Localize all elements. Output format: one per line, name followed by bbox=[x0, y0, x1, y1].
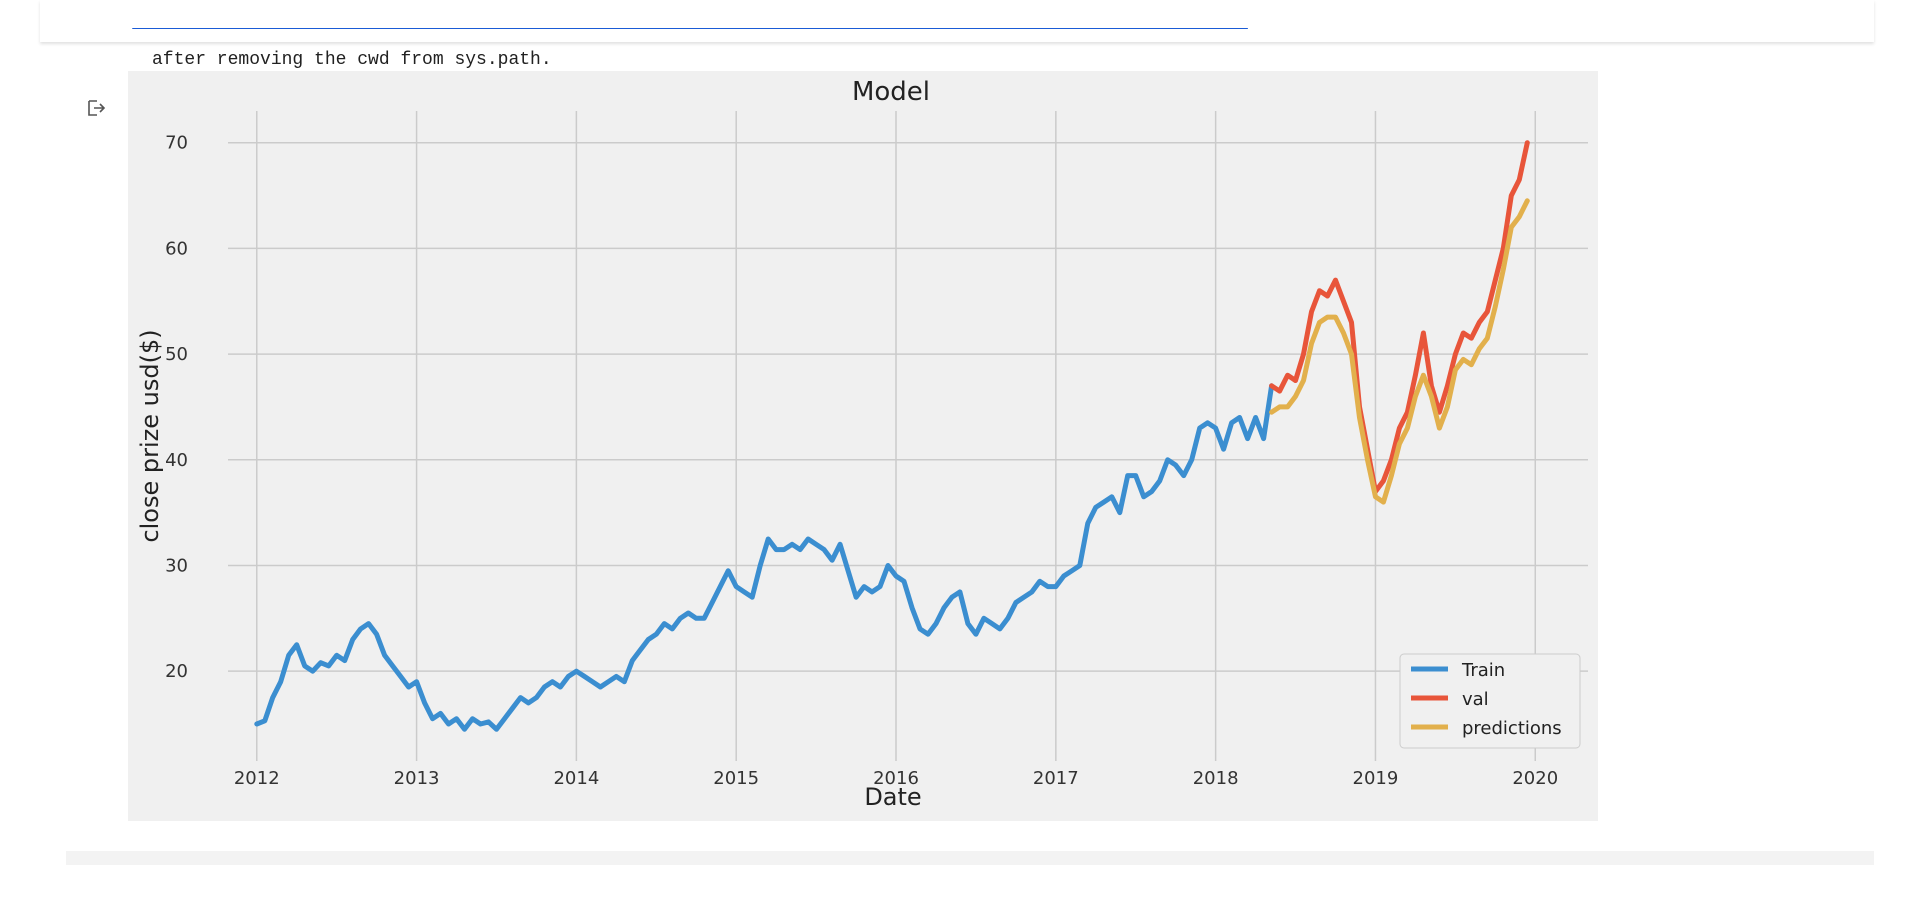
chart-title: Model bbox=[852, 77, 930, 107]
legend: Train val predictions bbox=[1399, 653, 1581, 749]
grid bbox=[228, 111, 1588, 761]
y-axis-label: close prize usd($) bbox=[136, 329, 164, 542]
y-tick-label: 40 bbox=[165, 450, 188, 471]
x-tick-labels: 2012 2013 2014 2015 2016 2017 2018 2019 2020 bbox=[234, 768, 1558, 789]
x-tick-label: 2016 bbox=[873, 768, 919, 789]
x-axis-label: Date bbox=[864, 783, 921, 811]
y-tick-label: 20 bbox=[165, 661, 188, 682]
figure-background bbox=[128, 71, 1598, 821]
y-tick-label: 50 bbox=[165, 344, 188, 365]
x-tick-label: 2019 bbox=[1353, 768, 1399, 789]
x-tick-label: 2014 bbox=[553, 768, 599, 789]
notebook-toolbar bbox=[40, 0, 1874, 42]
legend-label-predictions: predictions bbox=[1462, 718, 1562, 739]
output-arrow-icon[interactable] bbox=[84, 96, 108, 120]
y-tick-labels: 20 30 40 50 60 70 bbox=[165, 133, 188, 682]
y-tick-label: 70 bbox=[165, 133, 188, 154]
series-line-train bbox=[254, 383, 1275, 732]
cell-divider bbox=[66, 851, 1874, 865]
series-lines bbox=[254, 140, 1530, 732]
x-tick-label: 2020 bbox=[1512, 768, 1558, 789]
series-line-predictions bbox=[1269, 198, 1530, 505]
legend-label-train: Train bbox=[1461, 660, 1505, 681]
legend-label-val: val bbox=[1462, 689, 1489, 710]
clipped-warning-line bbox=[122, 22, 1742, 44]
clipped-doc-link[interactable] bbox=[132, 22, 1248, 32]
warning-text: after removing the cwd from sys.path. bbox=[152, 50, 552, 70]
y-tick-label: 60 bbox=[165, 238, 188, 259]
x-tick-label: 2013 bbox=[394, 768, 440, 789]
x-tick-label: 2012 bbox=[234, 768, 280, 789]
y-tick-label: 30 bbox=[165, 555, 188, 576]
x-tick-label: 2015 bbox=[713, 768, 759, 789]
x-tick-label: 2018 bbox=[1193, 768, 1239, 789]
x-tick-label: 2017 bbox=[1033, 768, 1079, 789]
series-line-val bbox=[1269, 140, 1530, 494]
